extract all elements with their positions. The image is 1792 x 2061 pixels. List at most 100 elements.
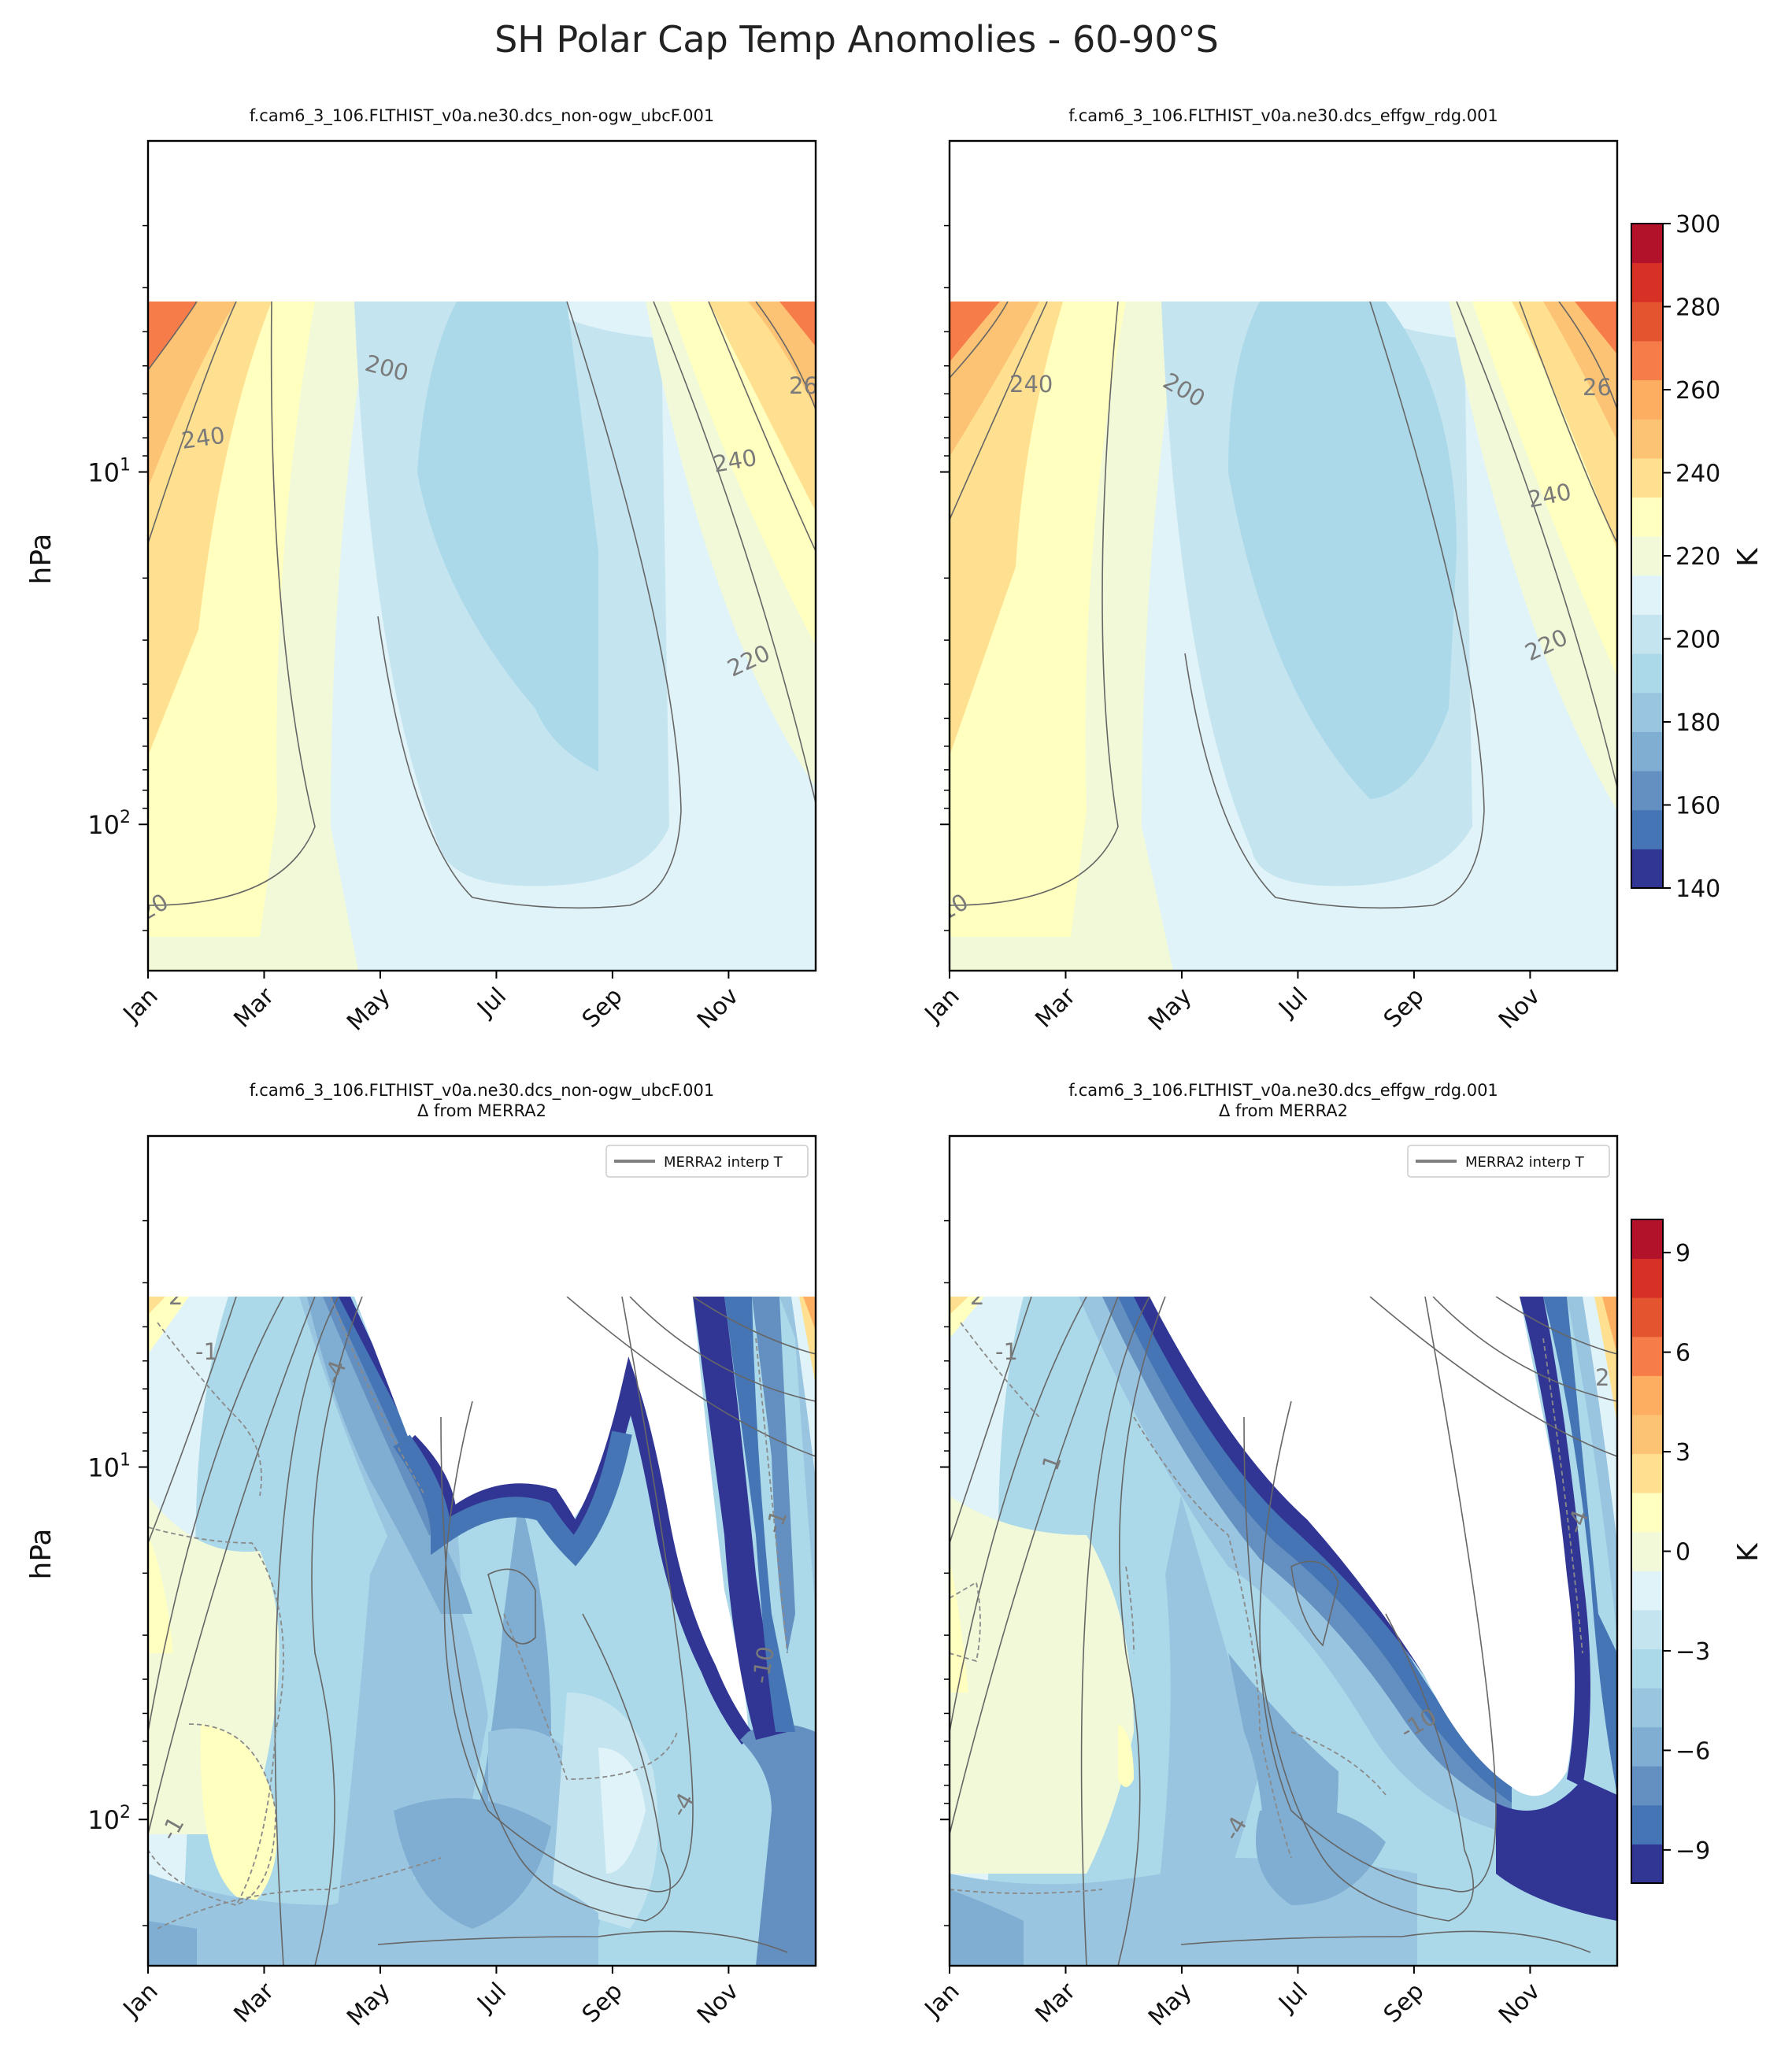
colorbar-swatch (1631, 1571, 1663, 1611)
colorbar-swatch (1631, 1414, 1663, 1455)
colorbar-tick-label: 200 (1675, 627, 1720, 654)
legend-label: MERRA2 interp T (1465, 1154, 1585, 1171)
colorbar-swatch (1631, 1336, 1663, 1376)
plot-area (146, 139, 817, 972)
x-tick-label: Jul (471, 982, 512, 1023)
y-tick-label: 102 (87, 1803, 131, 1835)
colorbar-swatch (1631, 849, 1663, 889)
colorbar-tick-label: 280 (1675, 294, 1720, 322)
y-tick-label: 102 (87, 808, 131, 840)
colorbar-swatch (1631, 419, 1663, 459)
colorbar-swatch (1631, 731, 1663, 771)
y-axis-label: hPa (25, 1529, 57, 1580)
colorbar-tick-label: 0 (1675, 1539, 1690, 1567)
x-tick-label: Sep (1379, 982, 1430, 1034)
colorbar-label: K (1732, 1542, 1764, 1562)
x-tick-label: Jul (1272, 1978, 1313, 2018)
colorbar-swatch (1631, 457, 1663, 498)
contour-label: 240 (1009, 371, 1053, 398)
x-tick-label: Nov (692, 1978, 744, 2030)
anomaly-contour-lines (148, 1297, 788, 1930)
x-tick-label: Jul (1272, 982, 1313, 1023)
x-tick-label: May (1143, 1978, 1198, 2032)
colorbar-swatch (1631, 1531, 1663, 1571)
y-tick-label: 101 (87, 456, 131, 488)
panel-bottom-left: f.cam6_3_106.FLTHIST_v0a.ne30.dcs_non-og… (146, 1081, 817, 1967)
y-tick-label: 101 (87, 1451, 131, 1483)
colorbar-tick-label: 140 (1675, 875, 1720, 903)
legend-label: MERRA2 interp T (664, 1154, 783, 1171)
colorbar-swatch (1631, 536, 1663, 576)
contour-label: -1 (195, 1338, 218, 1365)
contour-lines (148, 302, 816, 909)
colorbar-swatch (1631, 262, 1663, 302)
axis-labels: hPa hPa (25, 534, 57, 1580)
anomaly-field: 2 -1 -4 -1 -10 -4 -1 (148, 1283, 816, 1966)
anomaly-contour-lines (950, 1322, 1583, 1894)
x-tick-label: May (342, 982, 396, 1037)
plot-area (948, 1134, 1619, 1967)
contour-label: -1 (995, 1338, 1018, 1365)
colorbar-swatch (1631, 1688, 1663, 1728)
colorbar-swatch (1631, 1297, 1663, 1338)
x-tick-label: Sep (1379, 1978, 1430, 2029)
contour-label: 26 (789, 372, 818, 399)
x-tick-label: Jan (919, 982, 965, 1029)
contour-label: 2 (168, 1283, 183, 1310)
colorbar-tick-label: 180 (1675, 709, 1720, 737)
x-tick-label: May (342, 1978, 396, 2032)
colorbar-swatch (1631, 1258, 1663, 1298)
figure-title: SH Polar Cap Temp Anomolies - 60-90°S (494, 18, 1219, 61)
plot-area (948, 139, 1619, 972)
x-tick-label: Jan (117, 982, 164, 1029)
contour-label: -10 (746, 1645, 779, 1686)
colorbar-tick-label: 160 (1675, 793, 1720, 820)
panel-top-right: f.cam6_3_106.FLTHIST_v0a.ne30.dcs_effgw_… (948, 106, 1619, 972)
colorbar-swatch (1631, 771, 1663, 811)
panel-top-left: f.cam6_3_106.FLTHIST_v0a.ne30.dcs_non-og… (146, 106, 818, 972)
colorbar-tick-label: 9 (1675, 1240, 1690, 1267)
colorbar-swatch (1631, 497, 1663, 537)
x-tick-label: Mar (228, 1977, 280, 2028)
panel-title: f.cam6_3_106.FLTHIST_v0a.ne30.dcs_effgw_… (1068, 1081, 1498, 1101)
panel-title: f.cam6_3_106.FLTHIST_v0a.ne30.dcs_non-og… (250, 106, 714, 126)
legend: MERRA2 interp T (1407, 1145, 1610, 1178)
colorbar-swatch (1631, 302, 1663, 342)
colorbar-swatch (1631, 575, 1663, 615)
colorbar-swatch (1631, 1766, 1663, 1806)
temperature-field: 240 200 240 220 26 20 (148, 302, 818, 971)
x-tick-label: Nov (692, 982, 744, 1034)
colorbar-label: K (1732, 547, 1764, 567)
contour-label: 2 (1595, 1364, 1609, 1391)
panel-title: f.cam6_3_106.FLTHIST_v0a.ne30.dcs_non-og… (250, 1081, 714, 1101)
colorbar-temperature: K 300 280 260 240 220 200 180 160 140 (1631, 211, 1764, 903)
colorbar-swatch (1631, 1375, 1663, 1415)
x-tick-label: Jan (919, 1978, 965, 2024)
merra2-contour-lines (950, 1297, 1617, 1966)
colorbar-swatch (1631, 1493, 1663, 1533)
x-tick-label: Nov (1494, 982, 1546, 1034)
colorbar-tick-label: 300 (1675, 211, 1720, 239)
panel-bottom-right: f.cam6_3_106.FLTHIST_v0a.ne30.dcs_effgw_… (948, 1081, 1619, 1967)
contour-lines (950, 302, 1617, 909)
x-tick-label: Jul (471, 1978, 512, 2018)
colorbar-swatch (1631, 809, 1663, 849)
colorbar-tick-label: 220 (1675, 543, 1720, 571)
anomaly-field: 2 -1 -10 -4 2 -4 1 (950, 1283, 1617, 1966)
colorbar-tick-label: 3 (1675, 1439, 1690, 1467)
colorbar-tick-label: −6 (1675, 1737, 1710, 1765)
colorbar-swatch (1631, 1453, 1663, 1493)
colorbar-swatch (1631, 1609, 1663, 1649)
colorbar-tick-label: 6 (1675, 1340, 1690, 1367)
colorbar-swatch (1631, 1726, 1663, 1767)
colorbar-swatch (1631, 653, 1663, 694)
temperature-field: 240 200 240 220 26 10 (950, 302, 1617, 971)
colorbar-swatch (1631, 379, 1663, 420)
contour-label: 2 (970, 1283, 984, 1310)
colorbar-swatch (1631, 340, 1663, 381)
panel-subtitle: Δ from MERRA2 (417, 1101, 546, 1120)
x-tick-label: Sep (577, 982, 628, 1034)
colorbar-tick-label: 240 (1675, 461, 1720, 488)
x-tick-label: Mar (1030, 1977, 1081, 2028)
